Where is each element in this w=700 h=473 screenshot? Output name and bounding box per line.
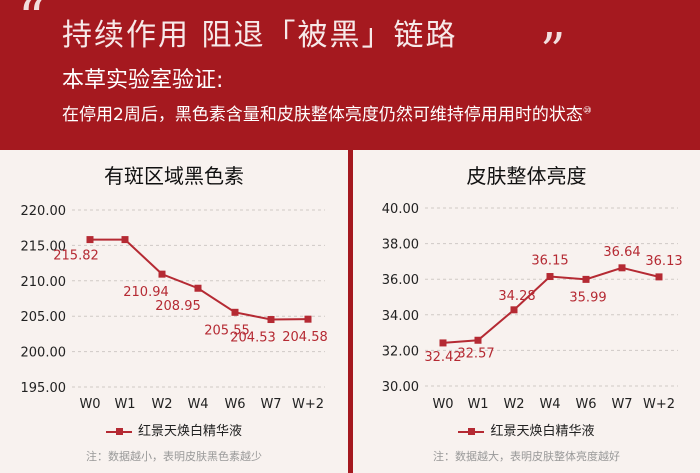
y-tick-label: 215.00 [21, 239, 67, 254]
data-point [618, 264, 626, 272]
header-banner: “ 持续作用 阻退「被黑」链路 ” 本草实验室验证: 在停用2周后，黑色素含量和… [0, 0, 700, 145]
data-point [655, 273, 663, 281]
data-label: 208.95 [155, 299, 201, 314]
x-tick-label: W4 [539, 397, 560, 412]
x-tick-label: W4 [187, 397, 208, 412]
data-label: 210.94 [123, 285, 169, 300]
y-tick-label: 210.00 [21, 275, 67, 290]
x-tick-label: W0 [79, 397, 100, 412]
data-point [158, 270, 166, 278]
x-tick-label: W6 [575, 397, 596, 412]
data-label: 205.55 [204, 323, 250, 338]
chart-panel-melanin: 195.00 200.00 205.00 210.00 215.00 220.00 W0 W1… [0, 150, 348, 473]
x-tick-label: W2 [503, 397, 524, 412]
y-tick-label: 205.00 [21, 310, 67, 325]
data-point [510, 306, 518, 314]
y-tick-label: 34.00 [382, 309, 419, 324]
x-tick-label: W0 [432, 397, 453, 412]
legend-swatch [105, 427, 132, 436]
legend: 红景天焕白精华液 [353, 420, 700, 439]
data-label: 32.42 [424, 350, 461, 365]
y-tick-label: 195.00 [21, 381, 67, 396]
data-point [121, 236, 129, 244]
description: 在停用2周后，黑色素含量和皮肤整体亮度仍然可维持停用用时的状态⑩ [62, 100, 592, 125]
data-point [546, 273, 554, 281]
melanin-chart: 195.00 200.00 205.00 210.00 215.00 220.00 W0 W1… [21, 204, 328, 412]
data-label: 215.82 [53, 249, 99, 264]
brightness-chart: 30.00 32.00 34.00 36.00 38.00 40.00 W0 W1 W2 W4 W6… [382, 202, 683, 412]
data-point [582, 275, 590, 283]
chart-panel-brightness: 30.00 32.00 34.00 36.00 38.00 40.00 W0 W1 W2 W4 W6… [353, 150, 700, 473]
data-point [231, 308, 239, 316]
data-label: 34.28 [498, 289, 535, 304]
x-tick-label: W1 [114, 397, 135, 412]
legend-swatch [458, 427, 485, 436]
data-point [267, 316, 275, 324]
x-tick-label: W+2 [292, 397, 324, 412]
data-label: 32.57 [457, 346, 494, 361]
x-tick-label: W1 [467, 397, 488, 412]
x-tick-label: W6 [224, 397, 245, 412]
y-tick-label: 30.00 [382, 380, 419, 395]
close-quote-icon: ” [540, 22, 566, 80]
x-tick-label: W7 [611, 397, 632, 412]
data-point [439, 339, 447, 347]
y-tick-label: 40.00 [382, 202, 419, 217]
data-point [194, 284, 202, 292]
headline: 持续作用 阻退「被黑」链路 [62, 18, 458, 53]
open-quote-icon: “ [18, 0, 46, 50]
data-point [304, 315, 312, 323]
y-tick-label: 36.00 [382, 273, 419, 288]
x-tick-label: W7 [260, 397, 281, 412]
data-point [474, 336, 482, 344]
data-point [86, 236, 94, 244]
chart-title: 有斑区域黑色素 [104, 164, 244, 188]
data-label: 35.99 [569, 290, 606, 305]
description-text: 在停用2周后，黑色素含量和皮肤整体亮度仍然可维持停用用时的状态 [62, 105, 583, 125]
chart-title: 皮肤整体亮度 [466, 164, 587, 188]
y-tick-label: 200.00 [21, 346, 67, 361]
x-tick-label: W+2 [643, 397, 675, 412]
data-label: 36.13 [645, 254, 682, 269]
y-tick-label: 220.00 [21, 204, 67, 219]
x-tick-label: W2 [151, 397, 172, 412]
chart-note: 注：数据越大，表明皮肤整体亮度越好 [433, 450, 620, 463]
legend: 红景天焕白精华液 [0, 420, 348, 439]
legend-label: 红景天焕白精华液 [490, 424, 595, 439]
data-label: 36.15 [531, 254, 568, 269]
subhead: 本草实验室验证: [62, 68, 224, 93]
legend-label: 红景天焕白精华液 [137, 424, 242, 439]
y-tick-label: 32.00 [382, 344, 419, 359]
data-label: 36.64 [603, 245, 640, 260]
chart-note: 注：数据越小，表明皮肤黑色素越少 [86, 450, 262, 463]
y-tick-label: 38.00 [382, 238, 419, 253]
data-label: 204.58 [282, 330, 328, 345]
data-label: 204.53 [230, 331, 276, 346]
footnote-marker: ⑩ [582, 105, 592, 117]
